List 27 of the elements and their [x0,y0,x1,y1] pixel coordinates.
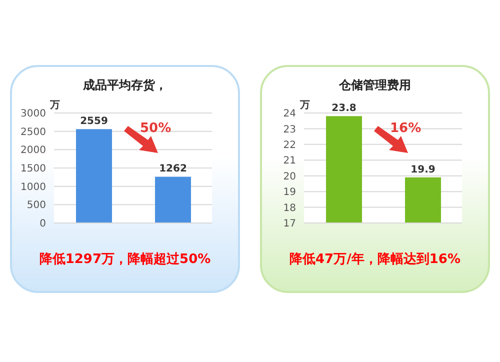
y-tick-label: 24 [283,108,296,120]
data-label: 19.9 [410,164,436,176]
y-tick-label: 18 [283,202,296,214]
y-tick-label: 17 [283,218,296,230]
y-tick-label: 3000 [20,108,46,120]
y-tick-label: 2500 [20,126,46,138]
y-axis-title: 万 [300,99,310,112]
y-tick-label: 1500 [20,164,46,175]
y-tick-label: 1000 [20,182,46,193]
y-tick-label: 0 [40,218,46,230]
data-label: 2559 [80,116,108,128]
annotation: 16% [390,121,422,136]
y-tick-label: 22 [283,140,296,151]
y-tick-label: 23 [283,124,296,136]
data-label: 1262 [159,164,187,175]
annotation: 50% [140,121,172,136]
y-tick-label: 500 [26,200,46,212]
y-tick-label: 20 [283,171,296,182]
data-label: 23.8 [332,103,356,114]
y-axis-title: 万 [50,99,60,112]
y-tick-label: 2000 [20,145,46,156]
text: 降低1297万，降幅超过50% [38,251,212,268]
y-tick-label: 21 [283,156,296,167]
text: 降低47万/年，降幅达到16% [288,251,462,268]
chart-title: 仓储管理费用 [338,77,412,94]
y-tick-label: 19 [283,187,296,198]
chart-title: 成品平均存货， [82,77,168,94]
